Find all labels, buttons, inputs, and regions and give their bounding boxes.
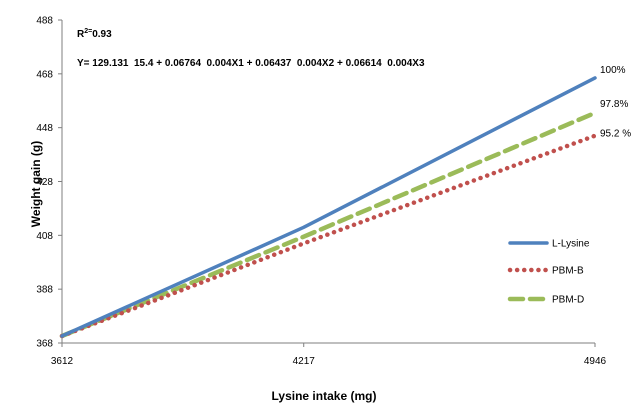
- y-axis-title: Weight gain (g): [29, 141, 43, 227]
- x-tick-label: 3612: [51, 356, 74, 367]
- end-label-pbm-b: 95.2 %: [600, 129, 631, 140]
- legend: L-Lysine PBM-B PBM-D: [507, 239, 590, 306]
- series-line-l-lysine: [60, 76, 597, 338]
- end-labels: 100% 95.2 % 97.8%: [600, 65, 631, 140]
- end-label-l-lysine: 100%: [600, 65, 626, 76]
- y-tick-label: 488: [36, 16, 53, 27]
- r-squared-label: R: [77, 29, 85, 40]
- series-line-pbm-d: [59, 110, 598, 339]
- r-squared-value: 0.93: [92, 29, 112, 40]
- y-tick-label: 408: [36, 231, 53, 242]
- r-squared-superscript: 2=: [84, 28, 92, 35]
- y-axis: 368 388 408 428 448 468 488: [36, 16, 63, 350]
- r-squared-annotation: R2=0.93: [77, 28, 112, 40]
- y-tick-label: 388: [36, 285, 53, 296]
- x-tick-label: 4946: [584, 356, 607, 367]
- series-lines: [59, 76, 598, 339]
- y-tick-label: 468: [36, 69, 53, 80]
- regression-equation: Y= 129.131 15.4 + 0.06764 0.004X1 + 0.06…: [77, 58, 425, 69]
- y-tick-label: 428: [36, 177, 53, 188]
- y-tick-label: 448: [36, 123, 53, 134]
- y-tick-label: 368: [36, 339, 53, 350]
- legend-label-pbm-d: PBM-D: [552, 295, 584, 306]
- legend-label-l-lysine: L-Lysine: [552, 239, 590, 250]
- end-label-pbm-d: 97.8%: [600, 99, 628, 110]
- series-line-pbm-b: [59, 133, 598, 339]
- x-axis: 3612 4217 4946: [51, 342, 607, 367]
- x-tick-label: 4217: [293, 356, 316, 367]
- x-axis-title: Lysine intake (mg): [272, 389, 377, 403]
- legend-label-pbm-b: PBM-B: [552, 266, 584, 277]
